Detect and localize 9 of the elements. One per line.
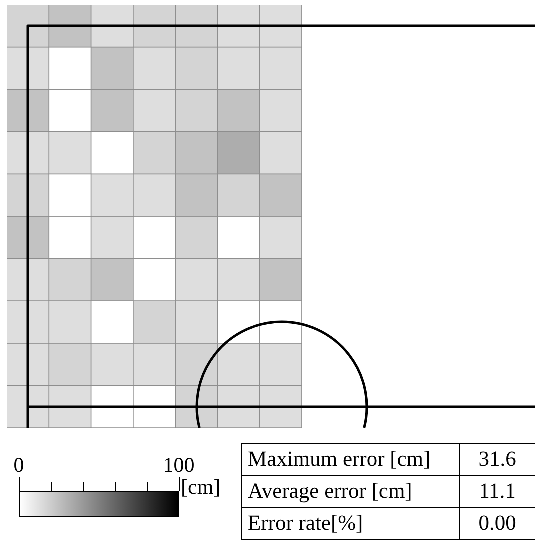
color-bar-label: 0 xyxy=(12,453,26,477)
text: Error rate[%] xyxy=(242,508,460,540)
text: 0.00 xyxy=(460,508,535,540)
color-bar-title: [cm] xyxy=(181,475,221,499)
text: Maximum error [cm] xyxy=(242,444,460,476)
color-bar-label: 100 xyxy=(162,453,196,477)
text: Average error [cm] xyxy=(242,476,460,508)
text: 31.6 xyxy=(460,444,535,476)
text: 11.1 xyxy=(460,476,535,508)
